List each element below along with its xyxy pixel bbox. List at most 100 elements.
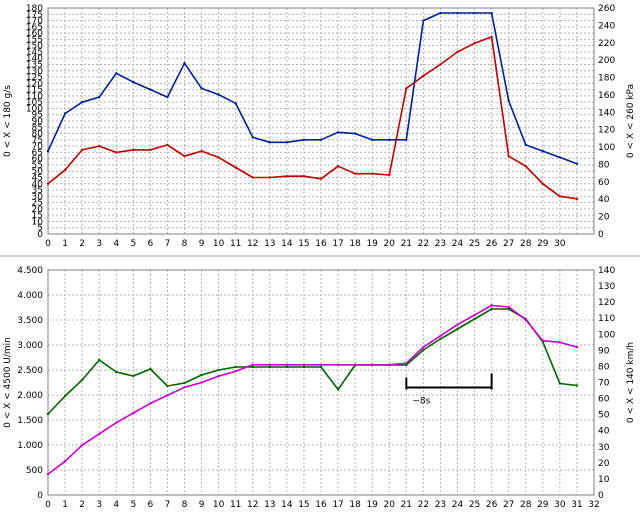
y-tick-label-left: 115 bbox=[26, 86, 43, 96]
y-tick-label-left: 45 bbox=[32, 174, 43, 184]
data-point bbox=[405, 138, 408, 142]
data-point bbox=[524, 165, 527, 168]
y-tick-label-left: 150 bbox=[26, 42, 43, 52]
data-point bbox=[439, 63, 442, 66]
x-tick-label: 11 bbox=[230, 500, 241, 510]
data-point bbox=[439, 334, 442, 338]
y-tick-label-left: 130 bbox=[26, 67, 43, 77]
series-line-1-0 bbox=[47, 308, 577, 415]
data-point bbox=[132, 80, 135, 84]
data-point bbox=[80, 148, 84, 152]
data-point bbox=[63, 394, 67, 398]
x-tick-label: 32 bbox=[588, 500, 599, 510]
y-tick-label-left: 125 bbox=[26, 73, 43, 83]
x-tick-label: 0 bbox=[45, 239, 51, 249]
data-point bbox=[217, 374, 220, 378]
y-tick-label-right: 120 bbox=[598, 298, 615, 308]
y-tick-label-left: 25 bbox=[32, 199, 43, 209]
y-tick-label-left: 145 bbox=[26, 48, 43, 58]
data-point bbox=[405, 87, 408, 90]
data-point bbox=[149, 402, 152, 405]
data-point bbox=[149, 148, 152, 152]
data-point bbox=[507, 305, 510, 309]
x-tick-label: 0 bbox=[45, 500, 51, 510]
data-point bbox=[46, 412, 50, 416]
data-point bbox=[251, 176, 254, 179]
data-point bbox=[319, 177, 323, 180]
y-tick-label-left: 35 bbox=[32, 186, 43, 196]
x-tick-label: 19 bbox=[366, 239, 378, 249]
x-tick-label: 6 bbox=[148, 239, 154, 249]
x-tick-label: 8 bbox=[182, 500, 188, 510]
data-point bbox=[353, 132, 357, 135]
y-tick-label-left: 155 bbox=[26, 35, 43, 45]
x-tick-label: 4 bbox=[113, 239, 119, 249]
data-point bbox=[46, 149, 50, 153]
x-tick-label: 19 bbox=[366, 500, 378, 510]
data-point bbox=[473, 41, 476, 45]
x-tick-label: 24 bbox=[452, 239, 464, 249]
x-tick-label: 10 bbox=[213, 500, 225, 510]
data-point bbox=[422, 74, 425, 78]
series-line-0-0 bbox=[47, 12, 578, 165]
data-point bbox=[217, 368, 220, 372]
x-tick-label: 22 bbox=[418, 239, 429, 249]
y-tick-label-right: 240 bbox=[598, 21, 615, 31]
y-tick-label-left: 40 bbox=[32, 180, 44, 190]
data-point bbox=[336, 165, 340, 168]
x-tick-label: 25 bbox=[469, 500, 480, 510]
data-point bbox=[268, 141, 272, 144]
y-axis-label-left: 0 < X < 4500 U/min bbox=[3, 337, 13, 428]
x-tick-label: 9 bbox=[199, 500, 205, 510]
data-point bbox=[541, 339, 545, 342]
data-point bbox=[285, 175, 289, 178]
y-tick-label-left: 105 bbox=[26, 98, 43, 108]
x-tick-label: 8 bbox=[182, 239, 188, 249]
y-tick-label-left: 4.500 bbox=[17, 266, 43, 276]
y-tick-label-left: 100 bbox=[26, 104, 43, 114]
data-point bbox=[456, 323, 459, 326]
data-point bbox=[115, 151, 118, 154]
data-point bbox=[97, 432, 101, 436]
y-axis-label-right: 0 < X < 140 km/h bbox=[626, 342, 636, 423]
y-tick-label-left: 500 bbox=[26, 466, 43, 476]
x-tick-label: 16 bbox=[315, 239, 327, 249]
data-point bbox=[353, 363, 357, 367]
y-tick-label-left: 175 bbox=[26, 10, 43, 20]
x-tick-label: 11 bbox=[230, 239, 241, 249]
y-tick-label-left: 0 bbox=[37, 230, 43, 240]
x-tick-label: 4 bbox=[113, 500, 119, 510]
y-tick-label-left: 120 bbox=[26, 79, 43, 89]
data-point bbox=[558, 156, 562, 159]
y-tick-label-left: 90 bbox=[32, 117, 44, 127]
data-point bbox=[183, 62, 186, 65]
y-tick-label-right: 30 bbox=[598, 443, 610, 453]
y-tick-label-right: 200 bbox=[598, 56, 615, 66]
x-tick-label: 14 bbox=[281, 239, 293, 249]
data-point bbox=[575, 197, 579, 201]
data-point bbox=[97, 95, 101, 99]
data-point bbox=[132, 374, 135, 378]
y-tick-label-right: 110 bbox=[598, 314, 615, 324]
data-point bbox=[507, 99, 510, 103]
y-tick-label-left: 15 bbox=[32, 211, 43, 221]
data-point bbox=[319, 363, 323, 367]
data-point bbox=[285, 365, 289, 369]
data-point bbox=[558, 341, 562, 344]
data-point bbox=[490, 307, 493, 311]
data-point bbox=[149, 367, 152, 371]
x-tick-label: 30 bbox=[554, 500, 566, 510]
y-tick-label-left: 1.500 bbox=[17, 416, 43, 426]
y-tick-label-right: 50 bbox=[598, 411, 610, 421]
data-point bbox=[268, 176, 272, 179]
data-point bbox=[268, 365, 272, 369]
data-point bbox=[200, 381, 203, 384]
x-tick-label: 12 bbox=[247, 500, 258, 510]
y-tick-label-right: 60 bbox=[598, 395, 610, 405]
y-tick-label-right: 40 bbox=[598, 427, 610, 437]
x-tick-label: 10 bbox=[213, 239, 225, 249]
data-point bbox=[575, 162, 579, 165]
x-tick-label: 18 bbox=[349, 500, 361, 510]
y-tick-label-left: 135 bbox=[26, 61, 43, 71]
data-point bbox=[336, 131, 340, 134]
